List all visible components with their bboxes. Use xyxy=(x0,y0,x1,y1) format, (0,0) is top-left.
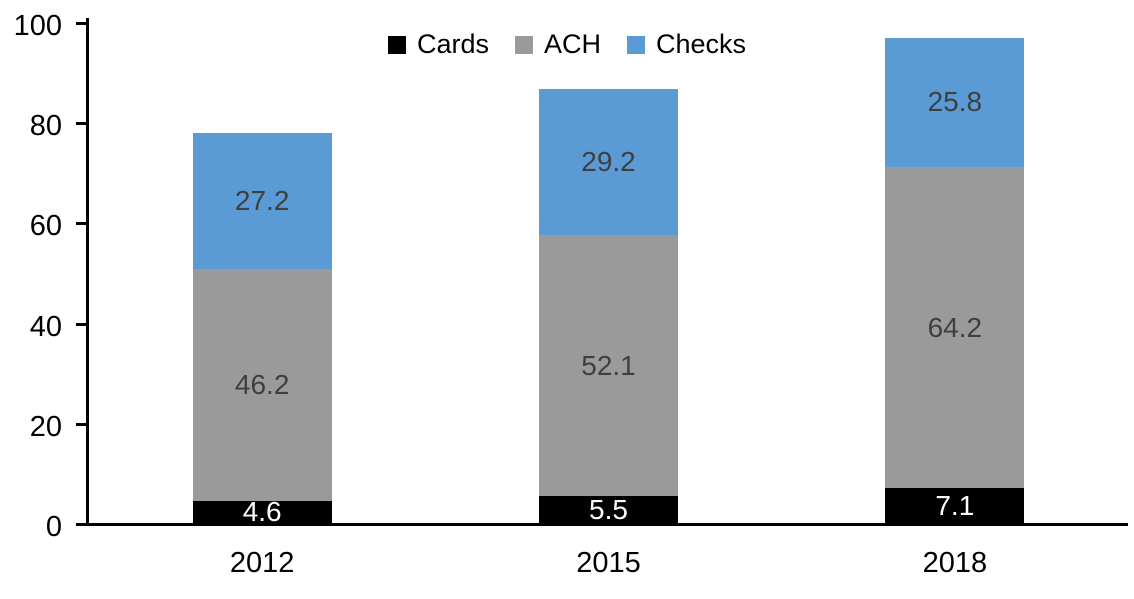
y-tick-label-60: 60 xyxy=(29,210,62,243)
bar-segment-ach-2015: 52.1 xyxy=(539,235,678,497)
y-tick-60 xyxy=(76,222,89,226)
y-tick-20 xyxy=(76,422,89,426)
y-tick-80 xyxy=(76,122,89,126)
value-label-ach-2015: 52.1 xyxy=(581,349,636,381)
bar-segment-checks-2018: 25.8 xyxy=(885,37,1025,167)
x-label-2018: 2018 xyxy=(922,547,988,579)
value-label-checks-2018: 25.8 xyxy=(927,86,983,118)
y-tick-label-20: 20 xyxy=(29,410,62,443)
bar-segment-checks-2012: 27.2 xyxy=(192,133,332,270)
x-label-2012: 2012 xyxy=(229,547,295,579)
legend-label-cards: Cards xyxy=(416,29,489,59)
bar-segment-ach-2018: 64.2 xyxy=(885,166,1025,489)
y-tick-label-0: 0 xyxy=(45,511,62,543)
y-tick-100 xyxy=(76,22,89,25)
cards-swatch-icon xyxy=(387,35,406,54)
value-label-checks-2012: 27.2 xyxy=(234,185,290,217)
ach-swatch-icon xyxy=(514,35,533,54)
bar-segment-cards-2015: 5.5 xyxy=(539,496,678,524)
value-label-checks-2015: 29.2 xyxy=(581,146,636,178)
bar-segment-ach-2012: 46.2 xyxy=(192,269,332,501)
y-axis-line xyxy=(86,18,89,526)
y-tick-label-80: 80 xyxy=(29,110,62,143)
bar-segment-cards-2012: 4.6 xyxy=(192,496,332,528)
x-label-2015: 2015 xyxy=(576,547,641,579)
value-label-cards-2018: 7.1 xyxy=(935,490,975,522)
checks-swatch-icon xyxy=(627,35,645,54)
legend-item-cards: Cards xyxy=(387,29,489,59)
legend-item-ach: ACH xyxy=(514,29,601,59)
y-tick-0 xyxy=(76,523,89,526)
chart-legend: Cards ACH Checks xyxy=(0,31,1134,58)
legend-label-checks: Checks xyxy=(656,29,747,59)
value-label-ach-2018: 64.2 xyxy=(927,311,983,343)
y-tick-label-40: 40 xyxy=(29,310,62,343)
legend-item-checks: Checks xyxy=(627,31,746,58)
value-label-ach-2012: 46.2 xyxy=(234,369,290,401)
value-label-cards-2015: 5.5 xyxy=(589,494,628,526)
value-label-cards-2012: 4.6 xyxy=(242,496,282,528)
bar-segment-cards-2018: 7.1 xyxy=(885,488,1025,524)
y-tick-label-100: 100 xyxy=(13,10,62,42)
x-axis-line xyxy=(86,523,1128,526)
y-tick-40 xyxy=(76,322,89,326)
legend-label-ach: ACH xyxy=(543,29,601,59)
bar-segment-checks-2015: 29.2 xyxy=(539,89,678,236)
